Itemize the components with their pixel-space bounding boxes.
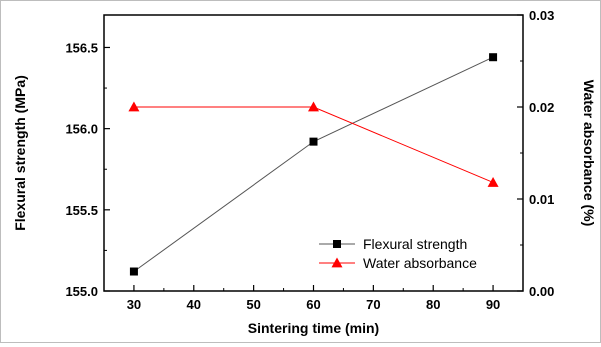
x-tick-label: 50 [246, 297, 260, 312]
data-point-water-absorbance [487, 176, 499, 187]
y-left-axis-title: Flexural strength (MPa) [12, 75, 28, 231]
data-point-water-absorbance [128, 101, 140, 112]
y-left-tick-label: 155.0 [65, 284, 98, 299]
x-tick-label: 80 [426, 297, 440, 312]
y-right-tick-label: 0.03 [529, 8, 554, 23]
y-right-tick-label: 0.02 [529, 100, 554, 115]
legend-label-flexural-strength: Flexural strength [363, 236, 467, 252]
data-point-flexural-strength [489, 53, 498, 62]
data-point-flexural-strength [129, 267, 138, 276]
data-point-flexural-strength [309, 137, 318, 146]
x-tick-label: 90 [486, 297, 500, 312]
legend-label-water-absorbance: Water absorbance [363, 255, 477, 271]
x-axis-title: Sintering time (min) [248, 320, 379, 336]
y-left-tick-label: 155.5 [65, 203, 98, 218]
chart-svg: 30 40 50 60 70 80 90 155.0 155.5 156.0 156.5 0.00 0.… [12, 8, 597, 336]
y-right-tick-label: 0.01 [529, 192, 554, 207]
data-point-water-absorbance [308, 101, 319, 112]
legend-marker-water-absorbance [331, 257, 343, 268]
y-left-tick-label: 156.0 [65, 122, 98, 137]
x-tick-label: 30 [127, 297, 141, 312]
y-right-tick-label: 0.00 [529, 284, 554, 299]
legend-marker-flexural-strength [333, 240, 341, 248]
x-tick-label: 40 [187, 297, 201, 312]
y-left-tick-label: 156.5 [65, 40, 98, 55]
x-tick-label: 60 [306, 297, 320, 312]
x-tick-label: 70 [366, 297, 380, 312]
y-right-axis-title: Water absorbance (%) [581, 80, 597, 227]
